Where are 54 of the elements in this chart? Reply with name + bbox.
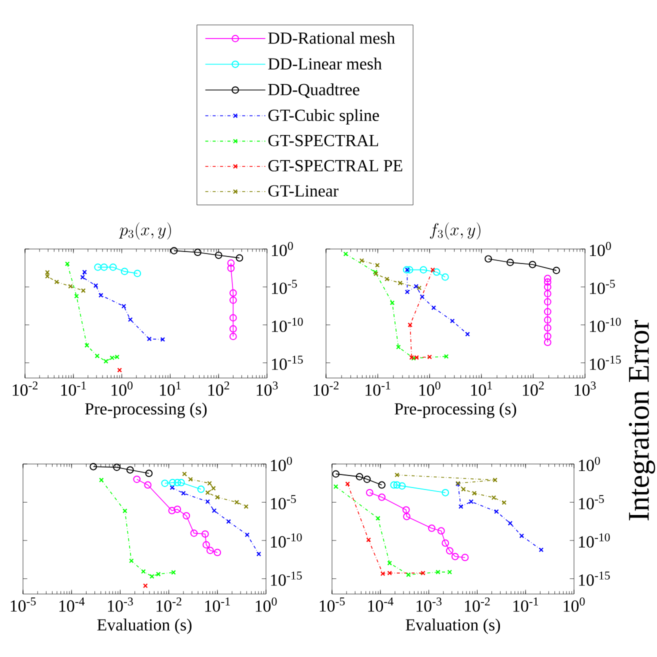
y-tick-label: 10$^{-5}$ [272, 280, 297, 294]
y-tick-label: 10$^{-15}$ [272, 356, 303, 370]
chart-title: $p_3(x,y)$ [118, 222, 171, 240]
x-tick-label: 10$^{0}$ [256, 598, 277, 612]
x-tick-label: 10$^{0}$ [419, 382, 440, 396]
x-tick-label: 10$^{1}$ [471, 382, 492, 396]
x-tick-label: 10$^{-4}$ [59, 598, 85, 612]
x-tick-label: 10$^{0}$ [564, 598, 585, 612]
y-tick-label: 10$^{-10}$ [271, 533, 302, 548]
y-tick-label: 10$^{-5}$ [590, 280, 615, 294]
y-tick-label: 10$^{-15}$ [579, 572, 610, 586]
x-tick-label: 10$^{-5}$ [320, 598, 345, 612]
y-tick-label: 10$^{0}$ [271, 456, 292, 472]
x-tick-label: 10$^{-4}$ [368, 598, 394, 612]
legend-label: DD-Rational mesh [268, 32, 395, 44]
legend-label: DD-Quadtree [268, 83, 360, 98]
x-tick-label: 10$^{0}$ [112, 382, 133, 396]
x-tick-label: 10$^{-3}$ [416, 598, 442, 612]
x-tick-label: 10$^{2}$ [208, 382, 230, 396]
y-tick-label: 10$^{-5}$ [271, 495, 296, 510]
y-tick-label: 10$^{-15}$ [590, 356, 621, 370]
x-tick-label: 10$^{-2}$ [156, 598, 182, 612]
legend-label: GT-Cubic spline [268, 109, 379, 124]
y-axis-title: Integration Error [628, 320, 656, 520]
y-tick-label: 10$^{-15}$ [271, 572, 302, 586]
x-tick-label: 10$^{-5}$ [10, 598, 36, 612]
chart-title: $f_3(x,y)$ [430, 222, 480, 240]
x-tick-label: 10$^{-3}$ [108, 598, 133, 612]
x-tick-label: 10$^{3}$ [574, 382, 596, 396]
x-tick-label: 10$^{-1}$ [366, 382, 390, 396]
x-axis-title: Evaluation (s) [97, 618, 192, 634]
legend-label: GT-SPECTRAL [268, 134, 378, 146]
y-tick-label: 10$^{0}$ [590, 242, 611, 256]
x-tick-label: 10$^{-1}$ [61, 382, 86, 396]
x-tick-label: 10$^{-2}$ [314, 382, 339, 396]
legend-label: DD-Linear mesh [268, 58, 382, 70]
y-tick-label: 10$^{0}$ [579, 456, 600, 472]
x-tick-label: 10$^{3}$ [256, 382, 278, 396]
x-axis-title: Pre-processing (s) [394, 402, 516, 418]
y-tick-label: 10$^{-10}$ [272, 318, 303, 332]
x-tick-label: 10$^{-2}$ [12, 382, 38, 396]
y-tick-label: 10$^{0}$ [272, 242, 293, 256]
x-tick-label: 10$^{1}$ [160, 382, 181, 396]
legend-label: GT-SPECTRAL PE [268, 160, 402, 172]
x-tick-label: 10$^{-1}$ [513, 598, 538, 612]
y-tick-label: 10$^{-10}$ [579, 533, 610, 548]
y-tick-label: 10$^{-10}$ [590, 318, 621, 332]
legend-label: GT-Linear [268, 185, 338, 197]
x-axis-title: Pre-processing (s) [85, 402, 207, 418]
x-tick-label: 10$^{2}$ [523, 382, 544, 396]
y-tick-label: 10$^{-5}$ [579, 495, 604, 510]
x-tick-label: 10$^{-1}$ [205, 598, 230, 612]
x-axis-title: Evaluation (s) [406, 618, 500, 634]
x-tick-label: 10$^{-2}$ [465, 598, 490, 612]
